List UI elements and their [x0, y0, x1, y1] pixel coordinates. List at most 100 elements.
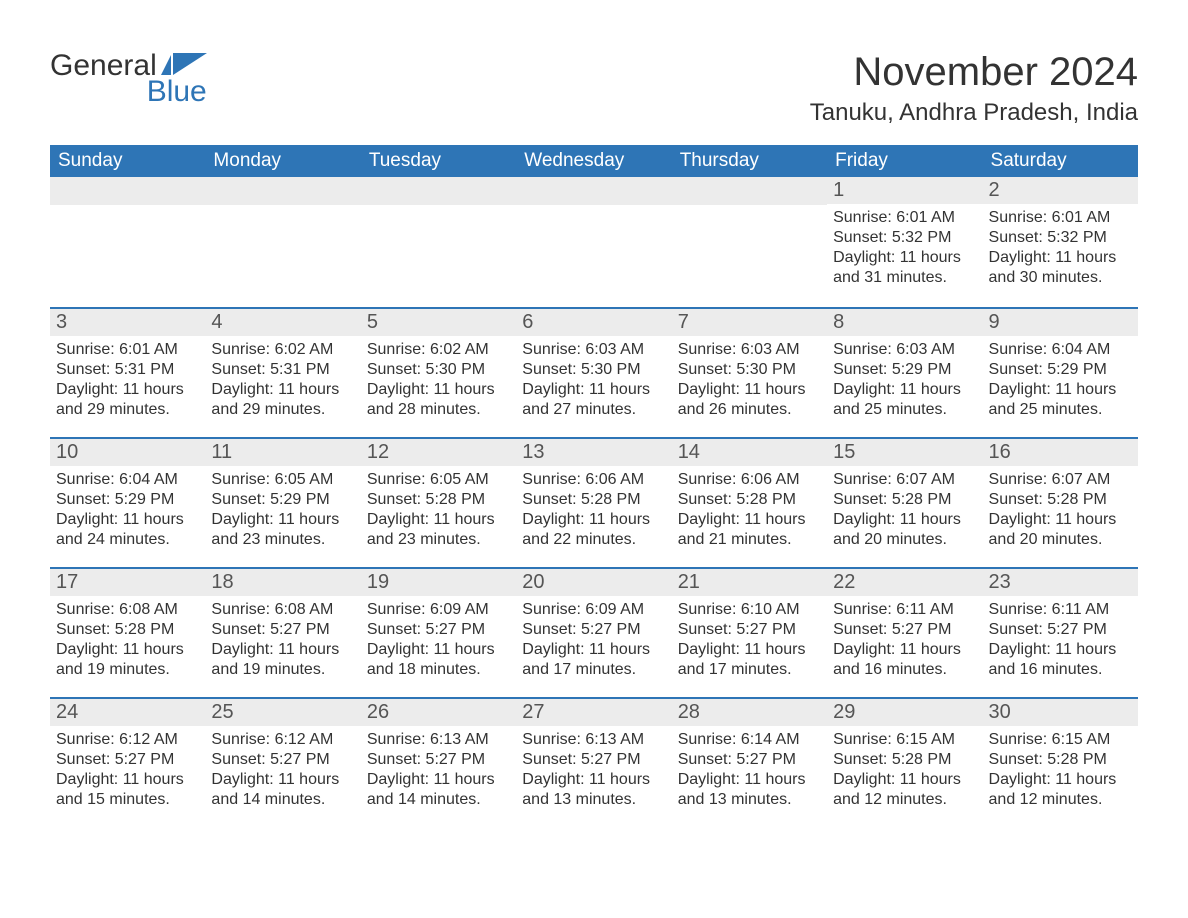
sunrise-line: Sunrise: 6:06 AM [678, 470, 821, 490]
day-number: 11 [211, 441, 232, 463]
day-number: 1 [833, 179, 844, 201]
calendar-cell [516, 177, 671, 307]
daylight-line: Daylight: 11 hours and 26 minutes. [678, 380, 821, 420]
daylight-line: Daylight: 11 hours and 27 minutes. [522, 380, 665, 420]
daylight-line: Daylight: 11 hours and 19 minutes. [211, 640, 354, 680]
daylight-line: Daylight: 11 hours and 23 minutes. [211, 510, 354, 550]
title-block: November 2024 Tanuku, Andhra Pradesh, In… [810, 50, 1138, 127]
sunrise-line: Sunrise: 6:05 AM [367, 470, 510, 490]
day-details: Sunrise: 6:14 AMSunset: 5:27 PMDaylight:… [672, 726, 827, 814]
day-details: Sunrise: 6:02 AMSunset: 5:30 PMDaylight:… [361, 336, 516, 424]
daylight-line: Daylight: 11 hours and 16 minutes. [989, 640, 1132, 680]
calendar-cell: 6Sunrise: 6:03 AMSunset: 5:30 PMDaylight… [516, 307, 671, 437]
day-details: Sunrise: 6:09 AMSunset: 5:27 PMDaylight:… [516, 596, 671, 684]
calendar-cell: 16Sunrise: 6:07 AMSunset: 5:28 PMDayligh… [983, 437, 1138, 567]
sunrise-line: Sunrise: 6:04 AM [56, 470, 199, 490]
sunrise-line: Sunrise: 6:13 AM [367, 730, 510, 750]
daylight-line: Daylight: 11 hours and 17 minutes. [678, 640, 821, 680]
daylight-line: Daylight: 11 hours and 24 minutes. [56, 510, 199, 550]
daylight-line: Daylight: 11 hours and 31 minutes. [833, 248, 976, 288]
day-details: Sunrise: 6:10 AMSunset: 5:27 PMDaylight:… [672, 596, 827, 684]
calendar-cell: 28Sunrise: 6:14 AMSunset: 5:27 PMDayligh… [672, 697, 827, 827]
sunset-line: Sunset: 5:28 PM [56, 620, 199, 640]
weekday-header-row: Sunday Monday Tuesday Wednesday Thursday… [50, 145, 1138, 177]
calendar-cell: 30Sunrise: 6:15 AMSunset: 5:28 PMDayligh… [983, 697, 1138, 827]
day-number: 7 [678, 311, 689, 333]
logo-text-blue: Blue [71, 76, 207, 108]
day-number: 5 [367, 311, 378, 333]
day-details: Sunrise: 6:04 AMSunset: 5:29 PMDaylight:… [983, 336, 1138, 424]
calendar-cell [205, 177, 360, 307]
day-number: 6 [522, 311, 533, 333]
daylight-line: Daylight: 11 hours and 16 minutes. [833, 640, 976, 680]
sunset-line: Sunset: 5:28 PM [833, 750, 976, 770]
day-details: Sunrise: 6:06 AMSunset: 5:28 PMDaylight:… [672, 466, 827, 554]
sunrise-line: Sunrise: 6:03 AM [678, 340, 821, 360]
sunset-line: Sunset: 5:27 PM [989, 620, 1132, 640]
calendar-cell: 19Sunrise: 6:09 AMSunset: 5:27 PMDayligh… [361, 567, 516, 697]
sunrise-line: Sunrise: 6:03 AM [522, 340, 665, 360]
sunset-line: Sunset: 5:29 PM [56, 490, 199, 510]
sunrise-line: Sunrise: 6:12 AM [56, 730, 199, 750]
calendar-cell: 8Sunrise: 6:03 AMSunset: 5:29 PMDaylight… [827, 307, 982, 437]
sunrise-line: Sunrise: 6:09 AM [367, 600, 510, 620]
day-details: Sunrise: 6:02 AMSunset: 5:31 PMDaylight:… [205, 336, 360, 424]
daylight-line: Daylight: 11 hours and 28 minutes. [367, 380, 510, 420]
day-number: 9 [989, 311, 1000, 333]
day-number: 22 [833, 571, 855, 593]
day-details: Sunrise: 6:04 AMSunset: 5:29 PMDaylight:… [50, 466, 205, 554]
sunrise-line: Sunrise: 6:12 AM [211, 730, 354, 750]
daylight-line: Daylight: 11 hours and 13 minutes. [678, 770, 821, 810]
calendar-cell: 1 Sunrise: 6:01 AMSunset: 5:32 PMDaylight… [827, 177, 982, 307]
daylight-line: Daylight: 11 hours and 14 minutes. [367, 770, 510, 810]
calendar-week-row: 17Sunrise: 6:08 AMSunset: 5:28 PMDayligh… [50, 567, 1138, 697]
day-details: Sunrise: 6:11 AMSunset: 5:27 PMDaylight:… [983, 596, 1138, 684]
day-details: Sunrise: 6:01 AMSunset: 5:32 PMDaylight:… [827, 204, 982, 292]
day-details: Sunrise: 6:03 AMSunset: 5:29 PMDaylight:… [827, 336, 982, 424]
sunset-line: Sunset: 5:27 PM [367, 750, 510, 770]
day-number: 17 [56, 571, 78, 593]
day-details: Sunrise: 6:12 AMSunset: 5:27 PMDaylight:… [50, 726, 205, 814]
day-details: Sunrise: 6:13 AMSunset: 5:27 PMDaylight:… [516, 726, 671, 814]
daylight-line: Daylight: 11 hours and 20 minutes. [833, 510, 976, 550]
calendar-cell: 24 Sunrise: 6:12 AMSunset: 5:27 PMDayligh… [50, 697, 205, 827]
calendar-cell: 20Sunrise: 6:09 AMSunset: 5:27 PMDayligh… [516, 567, 671, 697]
day-details: Sunrise: 6:15 AMSunset: 5:28 PMDaylight:… [983, 726, 1138, 814]
sunset-line: Sunset: 5:32 PM [989, 228, 1132, 248]
day-number: 13 [522, 441, 544, 463]
sunset-line: Sunset: 5:27 PM [56, 750, 199, 770]
sunset-line: Sunset: 5:27 PM [522, 750, 665, 770]
day-number: 12 [367, 441, 389, 463]
weekday-header: Tuesday [361, 145, 516, 177]
day-details: Sunrise: 6:06 AMSunset: 5:28 PMDaylight:… [516, 466, 671, 554]
daylight-line: Daylight: 11 hours and 19 minutes. [56, 640, 199, 680]
page-header: General Blue November 2024 Tanuku, Andhr… [50, 50, 1138, 127]
calendar-cell: 21Sunrise: 6:10 AMSunset: 5:27 PMDayligh… [672, 567, 827, 697]
day-number: 24 [56, 701, 78, 723]
sunset-line: Sunset: 5:29 PM [833, 360, 976, 380]
calendar-cell [672, 177, 827, 307]
day-number: 29 [833, 701, 855, 723]
sunset-line: Sunset: 5:28 PM [678, 490, 821, 510]
brand-logo: General Blue [50, 50, 207, 107]
calendar-week-row: 24Sunrise: 6:12 AMSunset: 5:27 PMDayligh… [50, 697, 1138, 827]
calendar-cell: 10Sunrise: 6:04 AMSunset: 5:29 PMDayligh… [50, 437, 205, 567]
sunrise-line: Sunrise: 6:03 AM [833, 340, 976, 360]
daylight-line: Daylight: 11 hours and 13 minutes. [522, 770, 665, 810]
sunset-line: Sunset: 5:27 PM [678, 750, 821, 770]
day-number: 4 [211, 311, 222, 333]
day-number: 3 [56, 311, 67, 333]
sunset-line: Sunset: 5:27 PM [211, 750, 354, 770]
sunrise-line: Sunrise: 6:15 AM [989, 730, 1132, 750]
day-details: Sunrise: 6:08 AMSunset: 5:27 PMDaylight:… [205, 596, 360, 684]
weekday-header: Sunday [50, 145, 205, 177]
sunset-line: Sunset: 5:27 PM [367, 620, 510, 640]
day-details: Sunrise: 6:12 AMSunset: 5:27 PMDaylight:… [205, 726, 360, 814]
sunrise-line: Sunrise: 6:06 AM [522, 470, 665, 490]
day-number: 14 [678, 441, 700, 463]
calendar-cell: 5 Sunrise: 6:02 AMSunset: 5:30 PMDaylight… [361, 307, 516, 437]
day-details: Sunrise: 6:09 AMSunset: 5:27 PMDaylight:… [361, 596, 516, 684]
sunset-line: Sunset: 5:28 PM [833, 490, 976, 510]
day-details: Sunrise: 6:01 AMSunset: 5:32 PMDaylight:… [983, 204, 1138, 292]
daylight-line: Daylight: 11 hours and 14 minutes. [211, 770, 354, 810]
